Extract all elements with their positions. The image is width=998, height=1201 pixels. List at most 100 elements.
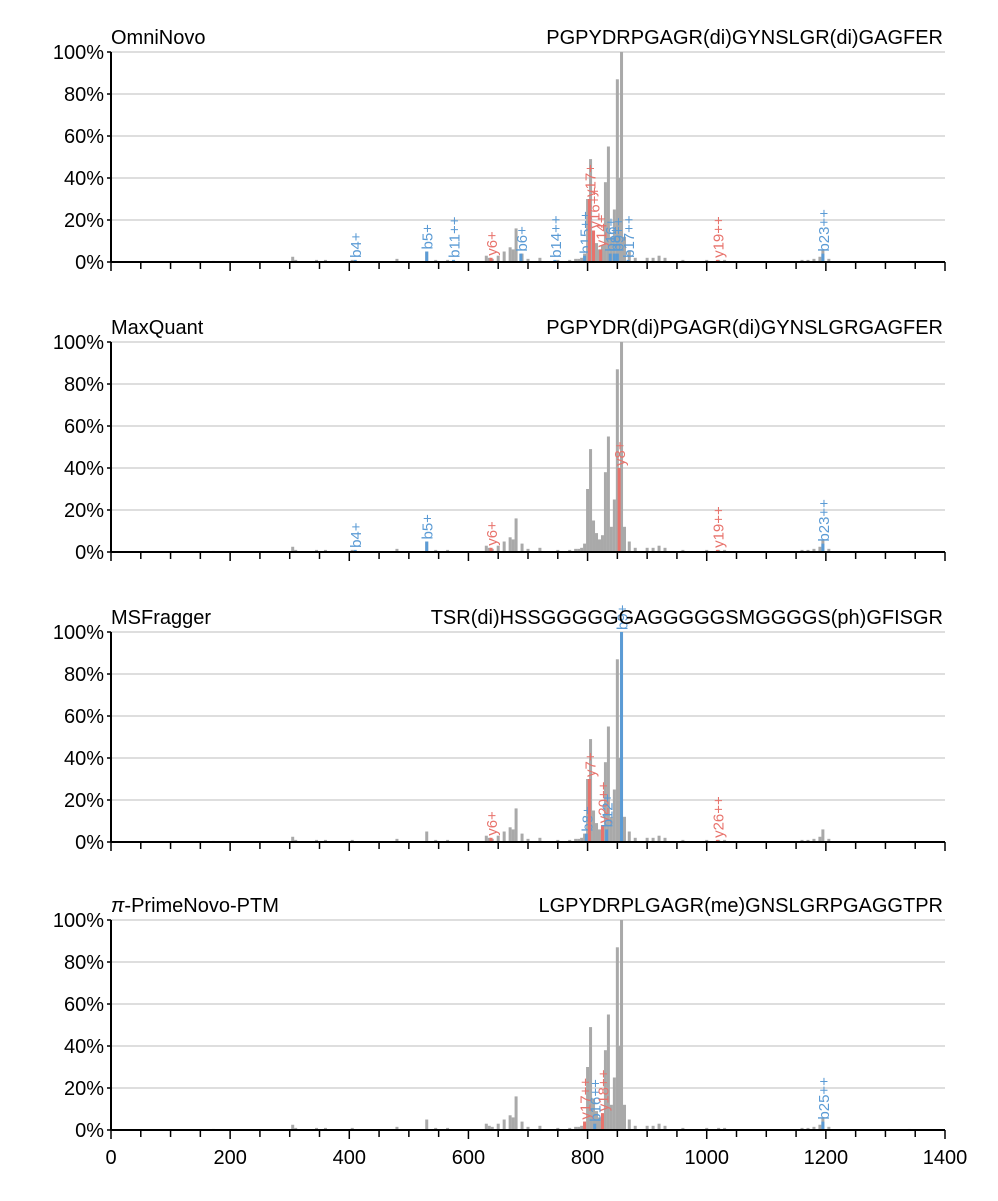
spectrum-peak: [487, 257, 491, 262]
y-tick-label: 100%: [53, 910, 104, 932]
spectrum-peak: [723, 1127, 727, 1130]
spectrum-peak: [538, 257, 542, 262]
spectrum-peak: [603, 472, 607, 552]
y-tick-label: 20%: [64, 1078, 104, 1100]
spectrum-peak: [434, 259, 438, 262]
spectrum-peak: [395, 1126, 399, 1130]
b-ion-peak: [425, 251, 429, 262]
spectrum-peak: [511, 1117, 515, 1130]
spectrum-peak: [323, 549, 327, 552]
b-ion-label: b25++: [816, 1077, 833, 1120]
b-ion-peak: [583, 255, 587, 262]
y-tick-label: 20%: [64, 790, 104, 812]
spectrum-peak: [818, 1124, 822, 1130]
spectrum-peak: [606, 146, 610, 262]
x-tick-label: 1200: [804, 1147, 849, 1169]
spectrum-peak: [603, 1050, 607, 1130]
spectrum-peak: [425, 1119, 429, 1130]
spectrum-peak: [633, 547, 637, 552]
y-ion-peak: [715, 549, 719, 552]
spectrum-peak: [592, 1098, 596, 1130]
spectrum-peak: [502, 541, 506, 552]
y-tick-label: 40%: [64, 748, 104, 770]
spectrum-peak: [577, 258, 581, 262]
spectrum-peak: [600, 245, 604, 262]
spectrum-peak: [615, 659, 619, 842]
spectrum-peak: [723, 549, 727, 552]
spectrum-peak: [609, 236, 613, 262]
spectrum-peak: [291, 1124, 295, 1130]
spectrum-peak: [633, 837, 637, 842]
b-ion-label: b12+: [600, 793, 617, 827]
spectrum-peak: [606, 1014, 610, 1130]
spectrum-peak: [620, 342, 624, 552]
spectrum-peak: [580, 547, 584, 552]
y-tick-label: 80%: [64, 84, 104, 106]
y-ion-label: y14+: [594, 214, 611, 247]
b-ion-peak: [605, 829, 609, 842]
spectrum-peak: [609, 816, 613, 842]
y-ion-label: y7+: [582, 752, 599, 777]
spectrum-peak: [315, 839, 319, 842]
y-tick-label: 80%: [64, 374, 104, 396]
spectrum-peak: [434, 549, 438, 552]
b-ion-label: b4+: [348, 522, 365, 548]
spectrum-peak: [425, 831, 429, 842]
spectrum-peak: [806, 549, 810, 552]
spectrum-peak: [568, 839, 572, 842]
spectrum-peak: [612, 499, 616, 552]
spectrum-peak: [514, 1096, 518, 1130]
panel-title-text: MaxQuant: [111, 317, 204, 339]
y-ion-label: y19++: [710, 216, 727, 258]
spectrum-peak: [586, 1067, 590, 1130]
x-tick-label: 200: [213, 1147, 246, 1169]
b-ion-label: b23++: [816, 499, 833, 542]
b-ion-label: b8+: [607, 226, 624, 252]
spectrum-peak: [511, 829, 515, 842]
panel-title-text: OmniNovo: [111, 27, 205, 49]
spectrum-peak: [323, 1127, 327, 1130]
y-ion-label: y8+: [612, 441, 629, 466]
b-ion-peak: [821, 543, 825, 552]
spectrum-peak: [577, 548, 581, 552]
y-ion-label: y6+: [484, 521, 501, 546]
y-ion-label: y19++: [710, 506, 727, 548]
spectrum-peak: [586, 779, 590, 842]
b-ion-label: b6+: [514, 226, 531, 252]
spectrum-peak: [609, 526, 613, 552]
y-tick-label: 40%: [64, 1036, 104, 1058]
spectrum-peak: [487, 837, 491, 842]
y-ion-label: y16++: [587, 187, 604, 229]
spectrum-peak: [484, 545, 488, 552]
b-ion-label: b9++: [610, 217, 627, 251]
spectrum-peak: [291, 256, 295, 262]
spectrum-peak: [484, 835, 488, 842]
spectrum-peak: [603, 762, 607, 842]
y-tick-label: 0%: [75, 1120, 104, 1142]
y-tick-label: 0%: [75, 542, 104, 564]
spectrum-peak: [623, 236, 627, 262]
y-ion-peak: [489, 257, 493, 262]
spectrum-peak: [577, 1126, 581, 1130]
spectrum-peak: [663, 547, 667, 552]
spectrum-peak: [818, 546, 822, 552]
spectrum-peak: [556, 1127, 560, 1130]
spectrum-peak: [651, 257, 655, 262]
spectrum-peak: [595, 823, 599, 842]
spectrum-peak: [350, 259, 354, 262]
y-tick-label: 60%: [64, 706, 104, 728]
spectrum-peak: [526, 258, 530, 262]
spectrum-peak: [623, 526, 627, 552]
spectrum-peak: [627, 1119, 631, 1130]
spectrum-peak: [657, 545, 661, 552]
b-ion-peak: [452, 259, 456, 262]
b-ion-peak: [425, 541, 429, 552]
spectrum-peak: [705, 549, 709, 552]
spectrum-peak: [434, 839, 438, 842]
y-ion-label: y20++: [595, 781, 612, 823]
spectrum-peak: [511, 249, 515, 262]
spectrum-peak: [620, 52, 624, 262]
spectrum-peak: [574, 258, 578, 262]
spectrum-peak: [315, 259, 319, 262]
spectrum-peak: [663, 257, 667, 262]
